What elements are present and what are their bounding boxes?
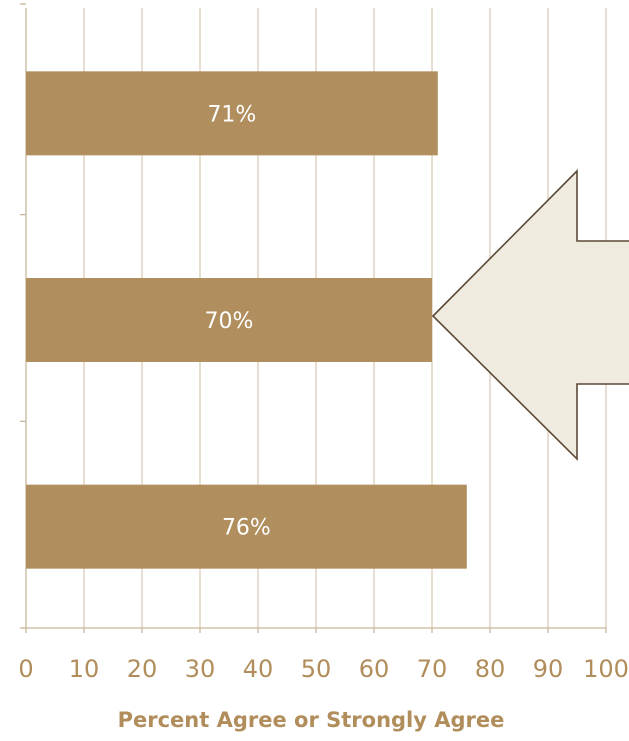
x-tick-labels: 0 10 20 30 40 50 60 70 80 90 100 [18,655,629,683]
x-tick-label-80: 80 [475,655,506,683]
bar-1 [26,278,432,362]
x-tick-label-90: 90 [533,655,564,683]
x-tick-label-20: 20 [127,655,158,683]
bar-label-1: 70% [205,309,254,334]
bars: 71% 70% 76% [26,71,467,569]
x-tick-label-30: 30 [185,655,216,683]
bar-0 [26,71,438,156]
x-axis-title: Percent Agree or Strongly Agree [118,708,505,732]
bar-label-0: 71% [207,102,256,127]
bar-2 [26,484,467,569]
x-tick-label-50: 50 [301,655,332,683]
x-tick-label-70: 70 [417,655,448,683]
x-tick-label-100: 100 [583,655,629,683]
x-tick-label-60: 60 [359,655,390,683]
callout-arrow [431,169,629,461]
bar-label-2: 76% [222,516,271,541]
x-tick-label-10: 10 [69,655,100,683]
x-tick-label-0: 0 [18,655,33,683]
x-tick-label-40: 40 [243,655,274,683]
